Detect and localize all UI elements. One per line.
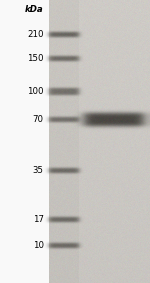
- Text: 100: 100: [27, 87, 44, 96]
- Text: 35: 35: [33, 166, 43, 175]
- Text: 70: 70: [33, 115, 43, 124]
- Text: 150: 150: [27, 54, 44, 63]
- Text: 17: 17: [33, 215, 43, 224]
- Text: 210: 210: [27, 30, 44, 39]
- Text: kDa: kDa: [25, 5, 44, 14]
- Text: 10: 10: [33, 241, 43, 250]
